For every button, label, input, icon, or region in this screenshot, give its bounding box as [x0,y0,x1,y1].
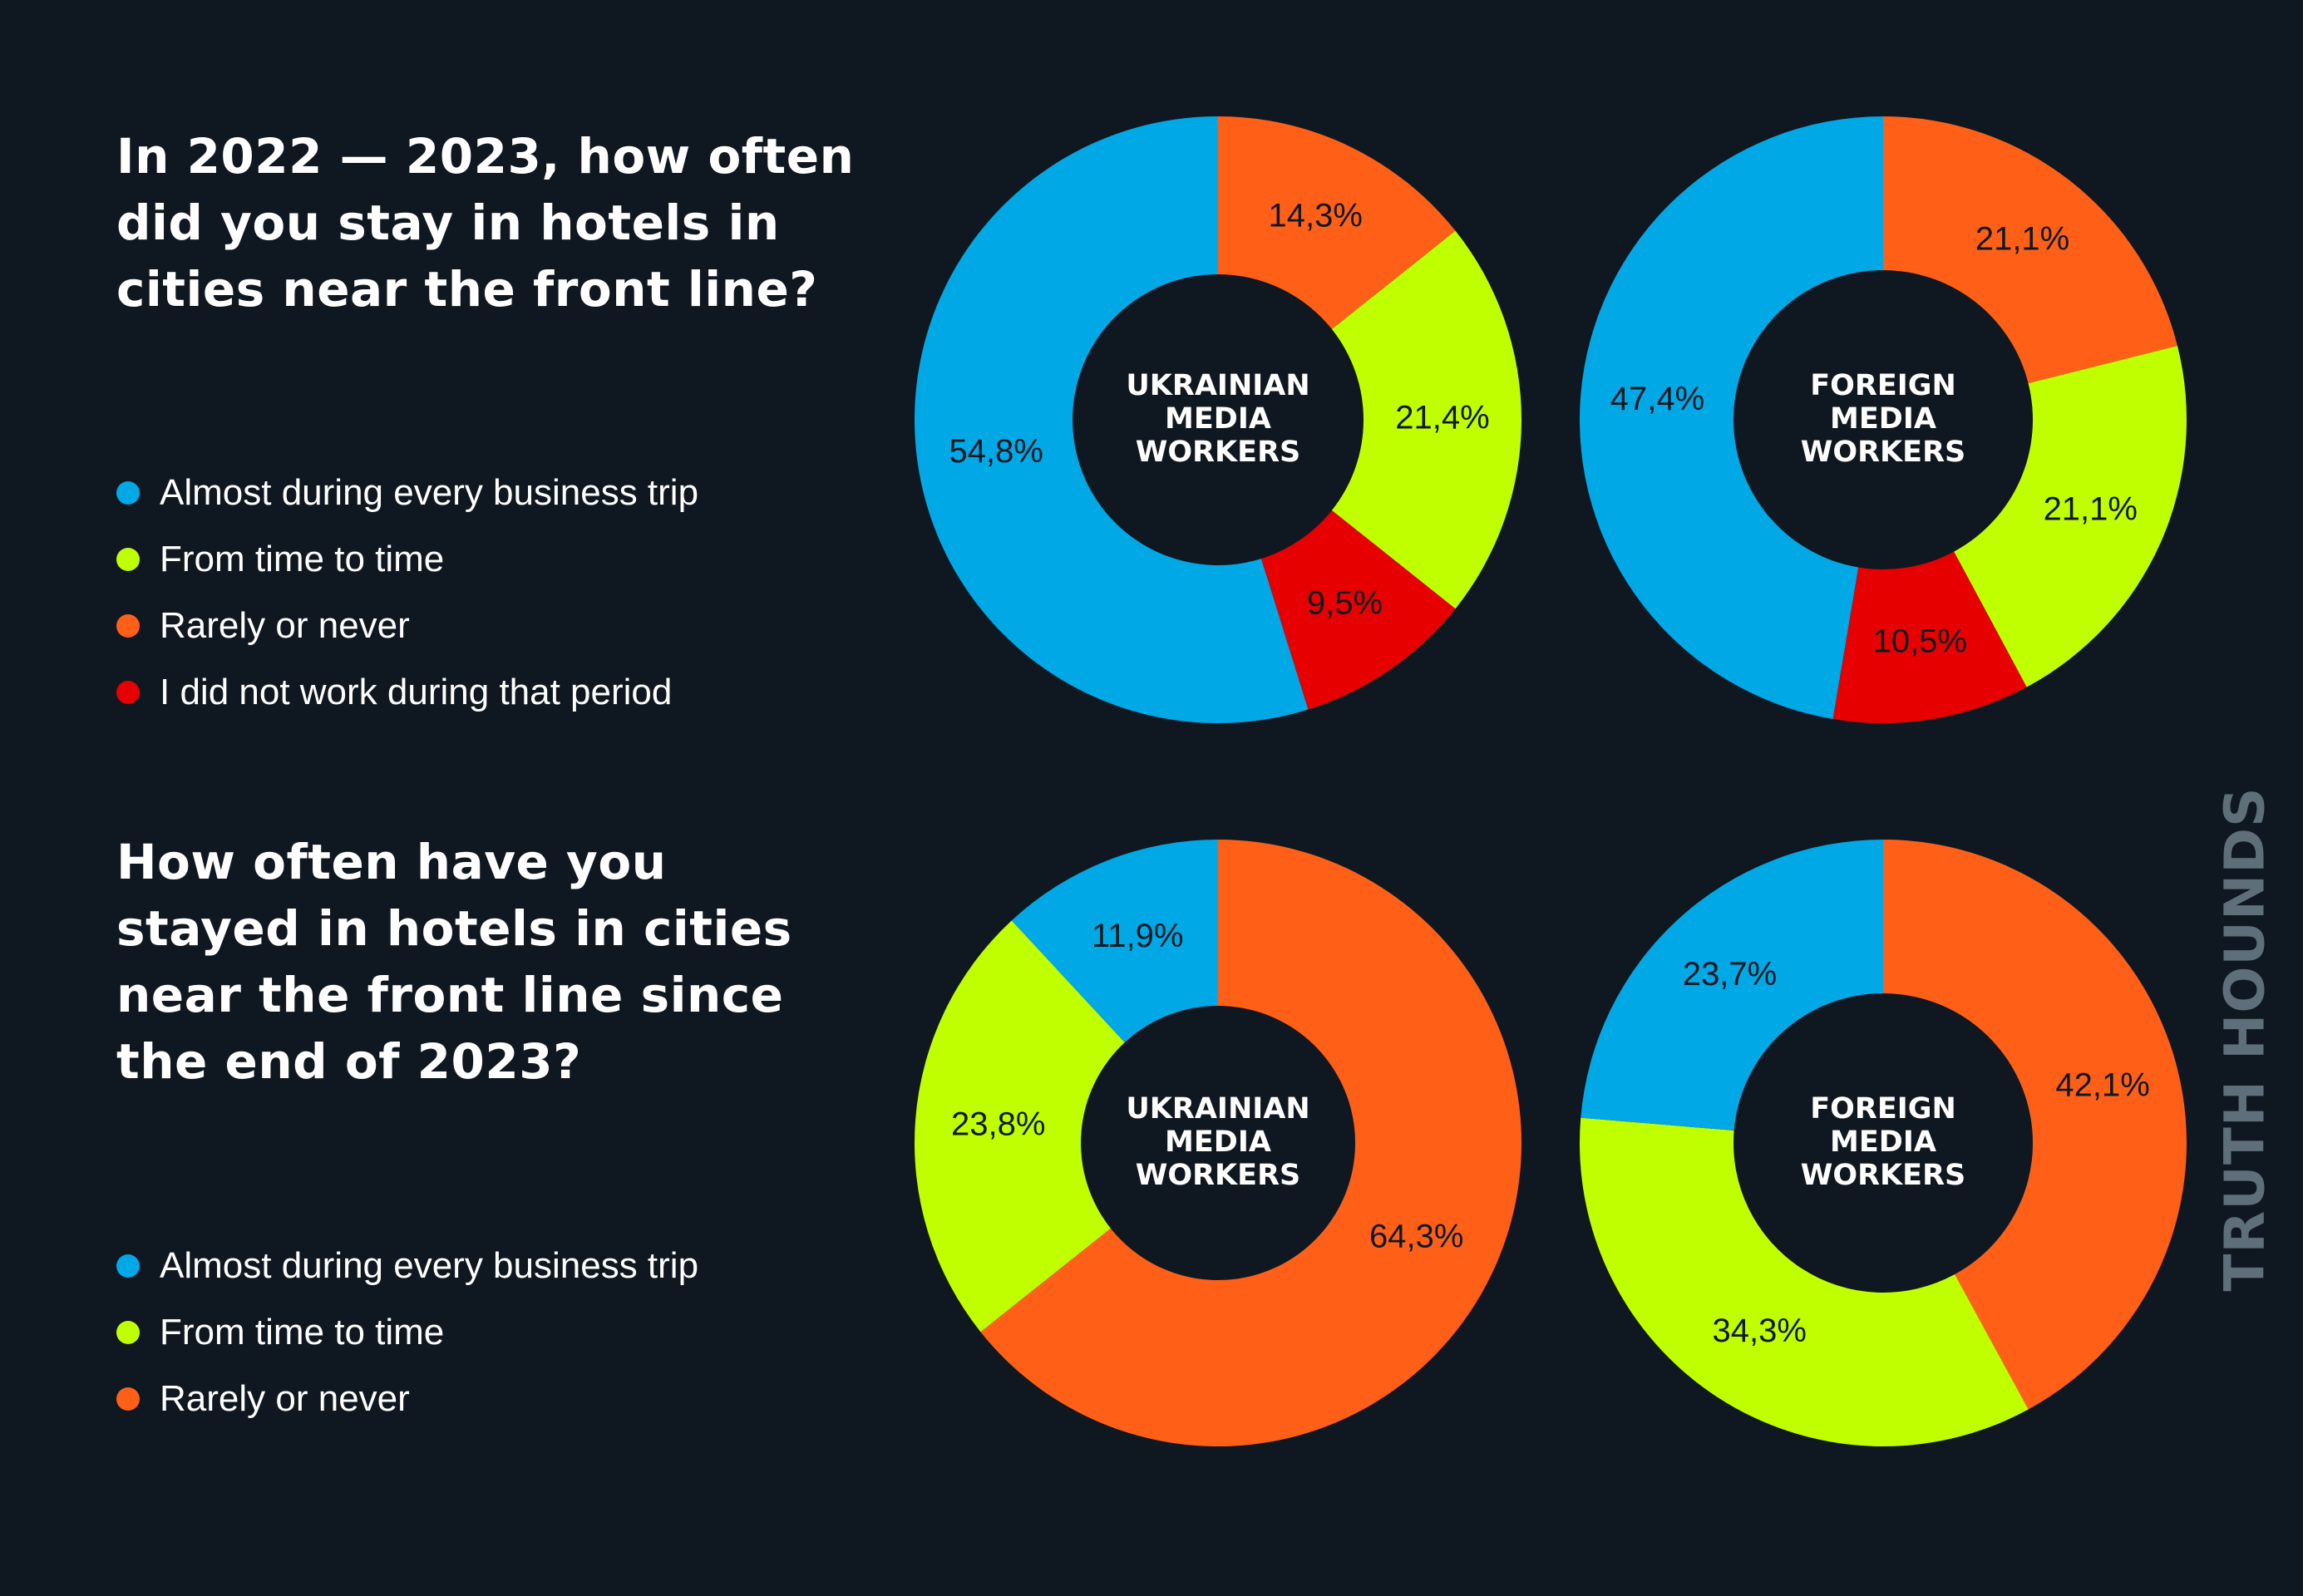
question-title-1: In 2022 — 2023, how often did you stay i… [116,128,855,318]
center-label-line: MEDIA [1830,402,1936,436]
legend-swatch-blue [116,1254,140,1278]
center-label-line: UKRAINIAN [1126,1092,1309,1126]
donut-chart-2: 21,1% 21,1% 10,5% 47,4% FOREIGN MEDIA WORKERS [1580,116,2187,724]
slice-value-label: 11,9% [1092,918,1183,954]
legend-swatch-blue [116,481,140,505]
slice-value-label: 21,4% [1395,400,1489,436]
donut-slice [1218,116,1456,330]
legend-swatch-red [116,681,140,704]
slice-value-label: 23,7% [1683,956,1777,993]
slice-value-label: 10,5% [1873,623,1967,659]
slice-value-label: 14,3% [1269,197,1363,234]
legend-label: From time to time [160,539,445,579]
donut-slice [1954,345,2187,687]
center-label-line: MEDIA [1165,1126,1271,1159]
legend-item: Rarely or never [116,593,698,659]
donut-center-label: UKRAINIAN MEDIA WORKERS [1126,369,1309,469]
donut-center-label: FOREIGN MEDIA WORKERS [1801,369,1966,469]
legend-swatch-lime [116,1321,140,1344]
slice-value-label: 21,1% [1975,221,2069,258]
legend-label: Almost during every business trip [160,472,699,513]
donut-chart-4: 42,1% 34,3% 23,7% FOREIGN MEDIA WORKERS [1580,840,2187,1447]
donut-slice [915,920,1125,1332]
legend-item: From time to time [116,526,698,593]
donut-slice [1260,510,1456,710]
donut-slice [1883,840,2187,1410]
legend-2: Almost during every business trip From t… [116,1233,698,1432]
slice-value-label: 21,1% [2044,491,2138,528]
center-label-line: MEDIA [1830,1126,1936,1159]
donut-slice [1011,840,1218,1043]
legend-swatch-lime [116,548,140,571]
legend-item: Almost during every business trip [116,1233,698,1299]
slice-value-label: 9,5% [1307,584,1383,621]
donut-chart-1: 14,3% 21,4% 9,5% 54,8% UKRAINIAN MEDIA WORKERS [915,116,1522,723]
donut-slice [1331,230,1522,609]
donut-center-label: UKRAINIAN MEDIA WORKERS [1126,1092,1309,1192]
donut-slice [1832,551,2027,724]
donut-slice [915,116,1309,723]
donut-slice [1883,116,2177,384]
legend-label: Rarely or never [160,605,410,646]
legend-item: I did not work during that period [116,659,698,726]
question-title-2: How often have you stayed in hotels in c… [116,834,792,1090]
legend-label: From time to time [160,1312,445,1352]
slice-value-label: 42,1% [2055,1066,2149,1103]
legend-item: Almost during every business trip [116,460,698,526]
center-label-line: WORKERS [1136,436,1301,469]
slice-value-label: 34,3% [1713,1313,1807,1349]
slice-value-label: 23,8% [951,1106,1045,1143]
slice-value-label: 47,4% [1610,381,1704,417]
donut-chart-3: 64,3% 23,8% 11,9% UKRAINIAN MEDIA WORKERS [915,840,1522,1447]
center-label-line: WORKERS [1801,436,1966,469]
legend-item: From time to time [116,1299,698,1366]
donut-slice [1580,1117,2029,1447]
legend-swatch-orange [116,1387,140,1411]
center-label-line: WORKERS [1801,1159,1966,1192]
donut-slice [1581,840,1883,1131]
donut-slice [1580,116,1883,719]
legend-label: Almost during every business trip [160,1245,699,1286]
center-label-line: FOREIGN [1810,369,1956,402]
legend-label: Rarely or never [160,1378,410,1419]
slice-value-label: 54,8% [949,433,1043,470]
donut-center-label: FOREIGN MEDIA WORKERS [1801,1092,1966,1192]
center-label-line: FOREIGN [1810,1092,1956,1126]
donut-slice [980,840,1522,1447]
brand-watermark: TRUTH HOUNDS [2212,786,2277,1292]
slice-value-label: 64,3% [1369,1219,1463,1255]
legend-item: Rarely or never [116,1366,698,1432]
center-label-line: WORKERS [1136,1159,1301,1192]
center-label-line: UKRAINIAN [1126,369,1309,402]
legend-1: Almost during every business trip From t… [116,460,698,726]
legend-swatch-orange [116,614,140,638]
legend-label: I did not work during that period [160,672,673,712]
center-label-line: MEDIA [1165,402,1271,436]
